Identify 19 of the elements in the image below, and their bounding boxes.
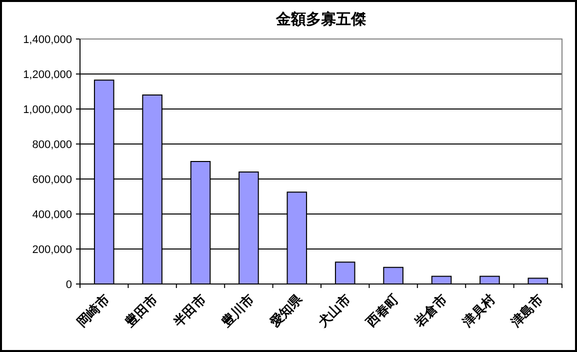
- x-tick-label: 岡崎市: [74, 292, 112, 330]
- y-tick-label: 600,000: [32, 174, 72, 186]
- y-tick-label: 800,000: [32, 139, 72, 151]
- x-tick-label: 犬山市: [315, 292, 354, 330]
- y-tick-label: 1,200,000: [23, 69, 72, 81]
- y-tick-label: 200,000: [32, 244, 72, 256]
- x-tick-label: 豊川市: [218, 292, 257, 330]
- x-tick-label: 豊田市: [122, 292, 160, 330]
- chart-title: 金額多寡五傑: [275, 10, 367, 28]
- y-tick-label: 0: [66, 279, 72, 291]
- x-tick-label: 岩倉市: [410, 292, 450, 330]
- x-tick-label: 西春町: [362, 292, 402, 330]
- x-tick-label: 愛知県: [266, 290, 306, 330]
- x-tick-label: 半田市: [170, 292, 209, 330]
- y-tick-label: 1,000,000: [23, 104, 72, 116]
- y-tick-label: 1,400,000: [23, 34, 72, 46]
- x-tick-label: 津具村: [458, 292, 498, 330]
- y-tick-label: 400,000: [32, 209, 72, 221]
- x-tick-label: 津島市: [507, 292, 546, 330]
